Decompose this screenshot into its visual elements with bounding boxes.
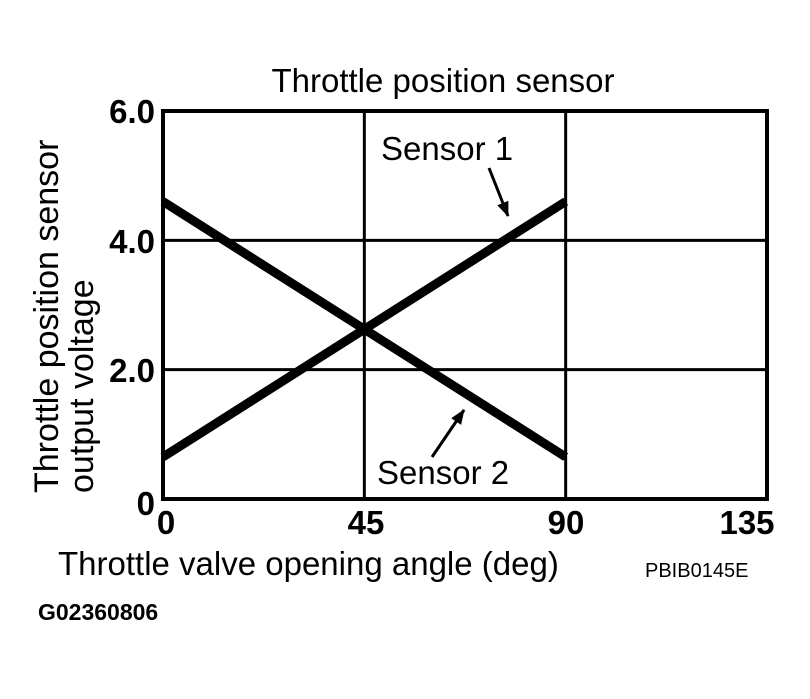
y-axis-label-line1: Throttle position sensor	[28, 139, 66, 493]
ytick-0: 0	[136, 485, 155, 522]
ytick-2: 2.0	[109, 352, 155, 389]
figure-id: G02360806	[38, 599, 159, 625]
sensor2-arrow	[430, 409, 466, 458]
sensor2-annotation: Sensor 2	[377, 454, 510, 491]
sensor1-annotation: Sensor 1	[381, 130, 514, 167]
sensor2-line	[160, 197, 569, 461]
ytick-4: 4.0	[109, 223, 155, 260]
xtick-45: 45	[347, 504, 385, 541]
gridlines	[163, 111, 767, 499]
image-code: PBIB0145E	[645, 560, 749, 582]
xtick-0: 0	[156, 504, 176, 541]
xtick-90: 90	[547, 504, 585, 541]
y-axis-label: Throttle position sensor output voltage	[28, 113, 101, 493]
y-axis-label-line2: output voltage	[63, 279, 101, 493]
chart-title: Throttle position sensor	[271, 62, 615, 99]
xtick-135: 135	[719, 504, 775, 541]
sensor1-arrow	[487, 167, 510, 217]
plot-border	[161, 109, 769, 501]
ytick-6: 6.0	[109, 93, 155, 130]
x-axis-label: Throttle valve opening angle (deg)	[58, 545, 559, 582]
